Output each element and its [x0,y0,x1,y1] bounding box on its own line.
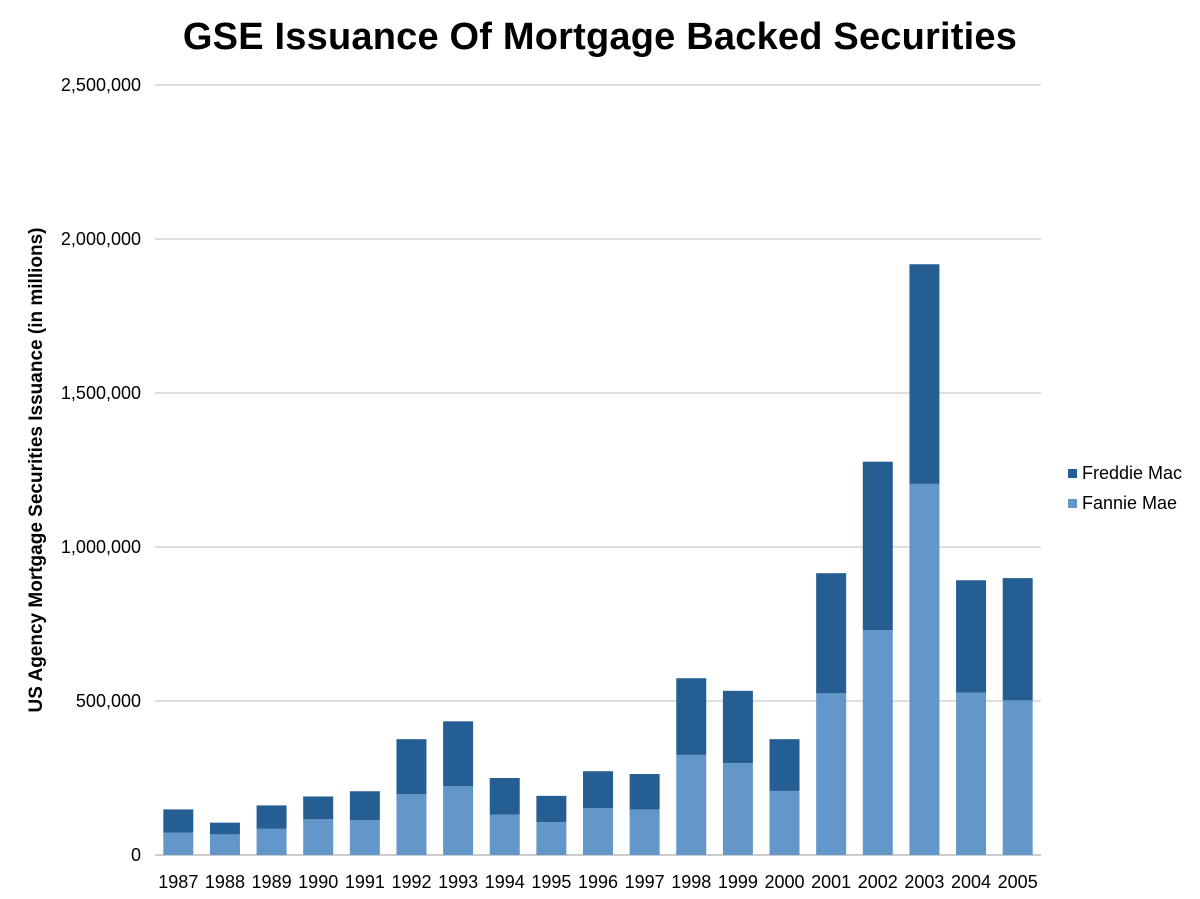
bar-fannie-mae [722,763,753,855]
bar-freddie-mac [769,739,800,791]
x-tick-label: 1990 [298,872,338,892]
bar-freddie-mac [163,809,194,833]
legend-item-freddie-mac: Freddie Mac [1068,458,1182,488]
bar-fannie-mae [303,819,334,855]
x-tick-label: 2004 [951,872,991,892]
y-tick-label: 0 [131,845,141,865]
bar-freddie-mac [489,778,520,815]
bar-freddie-mac [862,461,893,631]
bar-fannie-mae [209,834,240,855]
x-tick-label: 1991 [345,872,385,892]
bar-freddie-mac [443,721,474,787]
bar-freddie-mac [209,822,240,835]
bar-fannie-mae [256,828,287,855]
legend-swatch-freddie-mac [1068,468,1077,478]
bar-freddie-mac [956,580,987,693]
x-tick-label: 1995 [531,872,571,892]
chart-title: GSE Issuance Of Mortgage Backed Securiti… [182,16,1018,58]
bar-fannie-mae [956,692,987,855]
bar-freddie-mac [816,573,847,694]
y-tick-label: 500,000 [76,691,141,711]
bar-fannie-mae [769,790,800,855]
x-tick-label: 1987 [158,872,198,892]
bar-fannie-mae [1002,700,1033,855]
x-tick-label: 1994 [485,872,525,892]
x-tick-label: 2003 [904,872,944,892]
legend-item-fannie-mae: Fannie Mae [1068,488,1182,518]
bar-freddie-mac [303,796,334,820]
y-tick-label: 1,000,000 [61,537,141,557]
bar-freddie-mac [536,795,567,823]
bar-fannie-mae [909,483,940,855]
x-tick-label: 2005 [998,872,1038,892]
legend-label-freddie-mac: Freddie Mac [1082,462,1183,483]
bar-freddie-mac [676,678,707,755]
x-tick-label: 2002 [858,872,898,892]
bar-fannie-mae [862,630,893,855]
bar-freddie-mac [909,264,940,484]
y-tick-label: 2,500,000 [61,75,141,95]
bar-freddie-mac [396,739,427,795]
x-tick-label: 2000 [765,872,805,892]
bar-fannie-mae [443,786,474,855]
x-tick-label: 1996 [578,872,618,892]
bar-fannie-mae [396,794,427,855]
bar-freddie-mac [722,690,753,764]
bar-freddie-mac [629,773,660,810]
bar-freddie-mac [583,771,613,809]
x-tick-label: 1988 [205,872,245,892]
bar-freddie-mac [349,791,380,821]
x-tick-label: 1989 [252,872,292,892]
legend-label-fannie-mae: Fannie Mae [1082,492,1178,513]
x-tick-label: 1992 [391,872,431,892]
x-tick-label: 1999 [718,872,758,892]
x-tick-label: 2001 [811,872,851,892]
bar-fannie-mae [536,822,567,855]
bar-freddie-mac [256,805,287,829]
legend-swatch-fannie-mae [1068,498,1077,508]
x-tick-label: 1998 [671,872,711,892]
bar-freddie-mac [1002,578,1033,701]
y-tick-label: 1,500,000 [61,383,141,403]
y-tick-label: 2,000,000 [61,229,141,249]
bar-fannie-mae [583,808,613,855]
bar-fannie-mae [163,832,194,855]
x-tick-label: 1993 [438,872,478,892]
bar-fannie-mae [816,693,847,855]
bar-fannie-mae [489,814,520,855]
chart-legend: Freddie Mac Fannie Mae [1068,458,1182,518]
bar-fannie-mae [629,809,660,855]
bar-fannie-mae [349,820,380,855]
x-tick-label: 1997 [625,872,665,892]
bar-fannie-mae [676,754,707,855]
